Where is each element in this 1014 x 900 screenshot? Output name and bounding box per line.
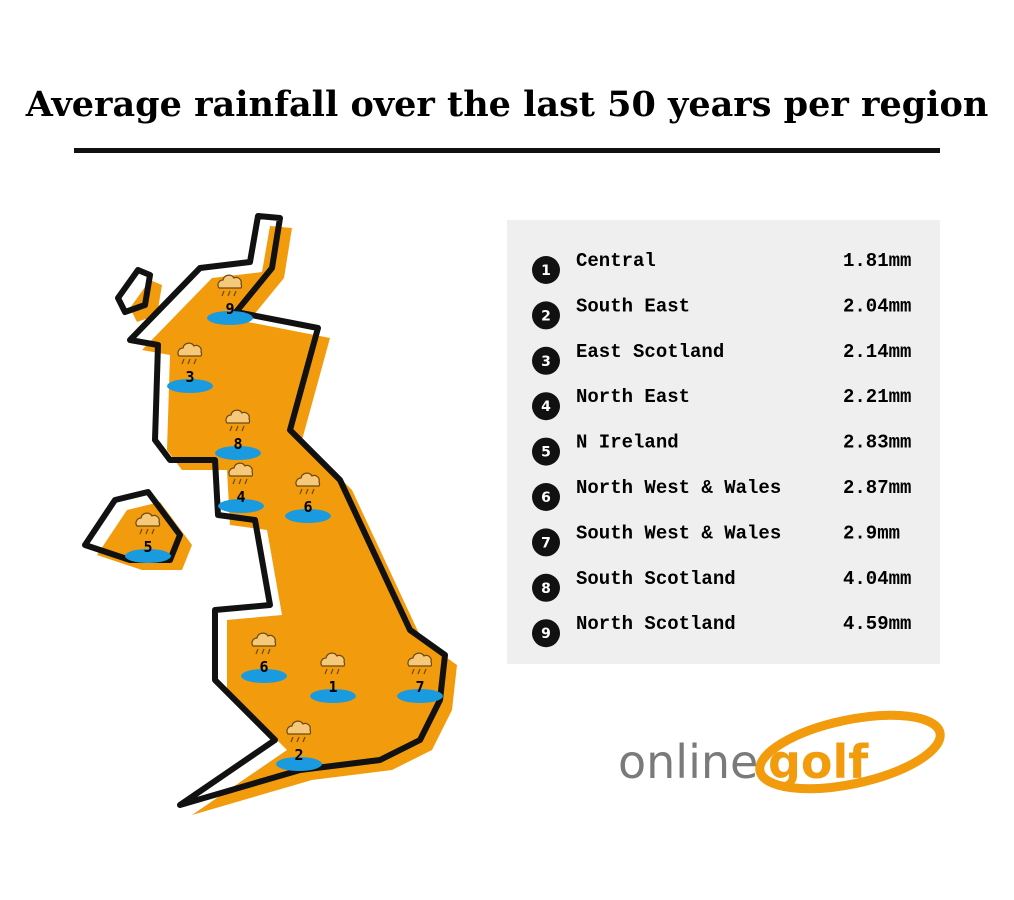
logo-online: online xyxy=(618,735,758,789)
region-name: North West & Wales xyxy=(576,477,781,499)
rain-cloud xyxy=(217,274,243,289)
region-marker: 4 xyxy=(218,462,264,513)
marker-label: 3 xyxy=(185,368,194,386)
rain-cloud xyxy=(320,652,346,667)
rank-badge xyxy=(532,528,560,557)
rainfall-value: 2.04mm xyxy=(843,295,911,317)
rain-drops xyxy=(411,668,427,675)
map: 9 3 8 4 6 5 6 1 7 2 xyxy=(82,213,457,815)
rainfall-value: 2.83mm xyxy=(843,432,911,454)
region-marker: 3 xyxy=(167,342,213,393)
rank-number: 6 xyxy=(541,490,551,506)
marker-pool xyxy=(241,669,287,683)
legend-panel xyxy=(507,220,940,664)
region-name: Central xyxy=(576,250,656,272)
rank-badge xyxy=(532,256,560,284)
region-marker: 8 xyxy=(215,409,261,460)
region-name: N Ireland xyxy=(576,432,679,454)
marker-label: 2 xyxy=(294,746,303,764)
marker-label: 8 xyxy=(233,435,242,453)
region-name: North Scotland xyxy=(576,613,736,635)
rainfall-value: 2.9mm xyxy=(843,522,900,544)
marker-pool xyxy=(397,689,443,703)
rain-drops xyxy=(232,478,248,485)
rain-drops xyxy=(290,736,306,743)
marker-pool xyxy=(276,757,322,771)
marker-label: 1 xyxy=(328,678,337,696)
rain-cloud xyxy=(135,512,161,527)
marker-pool xyxy=(207,311,253,325)
rank-badge xyxy=(532,483,560,511)
marker-pool xyxy=(125,549,171,563)
rank-badge xyxy=(532,301,560,330)
rain-drops xyxy=(181,358,197,365)
rank-badge xyxy=(532,573,560,602)
rain-cloud xyxy=(177,342,203,357)
rain-drops xyxy=(229,425,245,432)
rainfall-value: 4.04mm xyxy=(843,568,911,590)
rank-number: 5 xyxy=(541,445,551,461)
marker-label: 5 xyxy=(143,538,152,556)
region-name: East Scotland xyxy=(576,341,724,363)
marker-label: 6 xyxy=(303,498,312,516)
rain-cloud xyxy=(225,409,251,424)
rain-drops xyxy=(299,488,315,495)
rank-number: 3 xyxy=(541,354,551,370)
rain-drops xyxy=(139,528,155,535)
region-marker: 1 xyxy=(310,652,356,703)
rank-number: 7 xyxy=(541,535,551,551)
region-name: South Scotland xyxy=(576,568,736,590)
rank-badge xyxy=(532,346,560,375)
rain-cloud xyxy=(251,632,277,647)
rank-badge xyxy=(532,619,560,648)
marker-pool xyxy=(218,499,264,513)
rank-number: 2 xyxy=(541,308,551,324)
region-name: South East xyxy=(576,295,690,317)
marker-label: 6 xyxy=(259,658,268,676)
region-name: North East xyxy=(576,386,690,408)
title-rule xyxy=(74,148,940,153)
marker-label: 7 xyxy=(415,678,424,696)
rain-cloud xyxy=(407,652,433,667)
rank-number: 4 xyxy=(541,399,551,415)
marker-label: 4 xyxy=(236,488,245,506)
title: Average rainfall over the last 50 years … xyxy=(25,84,989,125)
region-marker: 6 xyxy=(241,632,287,683)
rank-badge xyxy=(532,392,560,421)
rain-cloud xyxy=(228,462,254,477)
marker-pool xyxy=(167,379,213,393)
marker-pool xyxy=(215,446,261,460)
rain-cloud xyxy=(295,472,321,487)
rainfall-value: 1.81mm xyxy=(843,250,911,272)
rainfall-value: 4.59mm xyxy=(843,613,911,635)
region-marker: 5 xyxy=(125,512,171,563)
region-name: South West & Wales xyxy=(576,522,781,544)
region-marker: 9 xyxy=(207,274,253,325)
rank-number: 9 xyxy=(541,626,551,642)
rank-number: 1 xyxy=(541,263,551,279)
rank-number: 8 xyxy=(541,581,551,597)
rainfall-value: 2.14mm xyxy=(843,341,911,363)
marker-pool xyxy=(310,689,356,703)
rank-badge xyxy=(532,437,560,466)
region-marker: 6 xyxy=(285,472,331,523)
rain-cloud xyxy=(286,720,312,735)
rainfall-value: 2.87mm xyxy=(843,477,911,499)
marker-pool xyxy=(285,509,331,523)
rain-drops xyxy=(255,648,271,655)
region-marker: 7 xyxy=(397,652,443,703)
marker-label: 9 xyxy=(225,300,234,318)
region-marker: 2 xyxy=(276,720,322,771)
logo: online golf xyxy=(618,710,945,794)
rain-drops xyxy=(221,290,237,297)
rainfall-value: 2.21mm xyxy=(843,386,911,408)
rain-drops xyxy=(324,668,340,675)
logo-golf: golf xyxy=(768,735,869,789)
